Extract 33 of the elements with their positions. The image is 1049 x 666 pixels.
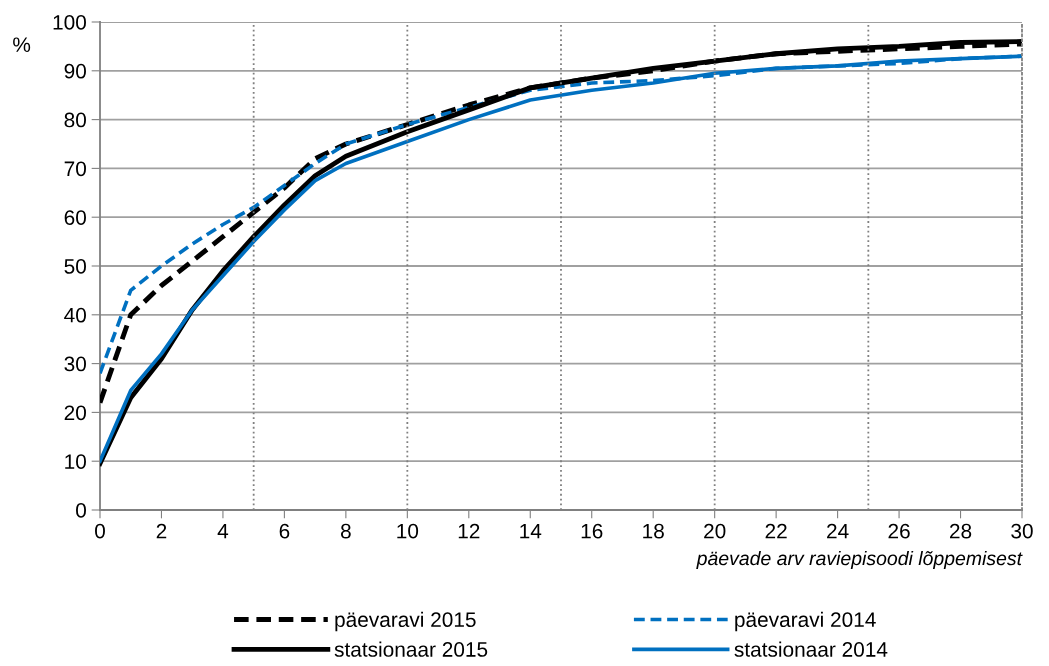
legend-label: päevaravi 2015: [335, 611, 476, 632]
x-tick-label: 10: [397, 523, 419, 539]
x-tick-label: 12: [458, 523, 480, 539]
x-tick-label: 18: [643, 523, 664, 539]
x-tick-label: 20: [704, 523, 726, 539]
x-tick-label: 2: [156, 523, 167, 539]
legend-label: statsionaar 2015: [334, 641, 488, 657]
x-tick-label: 8: [340, 523, 351, 539]
x-tick-label: 30: [1011, 523, 1033, 539]
x-tick-label: 28: [950, 523, 972, 539]
y-tick-label: 80: [64, 112, 86, 128]
y-tick-label: 20: [64, 405, 86, 421]
legend-label: päevaravi 2014: [735, 611, 876, 632]
y-tick-label: 30: [64, 356, 86, 372]
y-tick-label: 50: [64, 259, 86, 274]
y-tick-label: 0: [76, 503, 86, 518]
y-tick-label: 60: [64, 210, 86, 225]
x-tick-label: 22: [765, 523, 787, 539]
x-tick-label: 0: [95, 523, 105, 539]
y-tick-label: 70: [64, 161, 86, 177]
y-tick-label: 40: [64, 307, 86, 323]
y-axis-title: %: [13, 37, 31, 52]
legend-label: statsionaar 2014: [734, 641, 888, 657]
x-tick-label: 24: [827, 523, 849, 539]
x-tick-label: 6: [279, 523, 290, 539]
y-tick-label: 10: [65, 454, 86, 469]
y-tick-label: 100: [53, 15, 86, 30]
x-tick-label: 14: [520, 523, 542, 539]
x-tick-label: 26: [888, 523, 910, 539]
x-axis-title: päevade arv raviepisoodi lõppemisest: [696, 550, 1023, 570]
x-tick-label: 16: [581, 523, 603, 539]
y-tick-label: 90: [64, 63, 86, 79]
x-tick-label: 4: [217, 523, 229, 539]
